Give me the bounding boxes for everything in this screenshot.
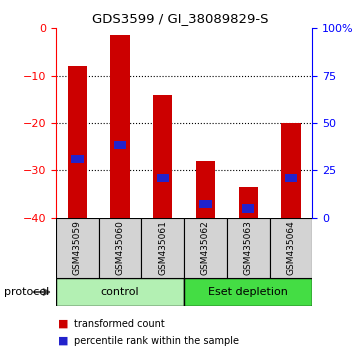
Text: GSM435060: GSM435060: [116, 220, 125, 275]
Text: Eset depletion: Eset depletion: [208, 287, 288, 297]
Text: GSM435064: GSM435064: [286, 221, 295, 275]
Bar: [242, 205, 255, 213]
Bar: [157, 174, 169, 182]
Text: GDS3599 / GI_38089829-S: GDS3599 / GI_38089829-S: [92, 12, 269, 25]
Bar: [114, 141, 126, 149]
Bar: [68, 66, 87, 218]
Text: GSM435061: GSM435061: [158, 220, 167, 275]
Text: control: control: [101, 287, 139, 297]
Text: ■: ■: [58, 336, 68, 346]
Text: GSM435063: GSM435063: [244, 220, 253, 275]
Text: GSM435059: GSM435059: [73, 220, 82, 275]
Text: transformed count: transformed count: [74, 319, 165, 329]
Bar: [196, 161, 215, 218]
Bar: [270, 218, 312, 278]
Bar: [281, 123, 300, 218]
Bar: [184, 278, 312, 306]
Bar: [110, 35, 130, 218]
Bar: [239, 187, 258, 218]
Bar: [56, 218, 99, 278]
Bar: [199, 200, 212, 208]
Text: GSM435062: GSM435062: [201, 221, 210, 275]
Bar: [56, 278, 184, 306]
Bar: [99, 218, 142, 278]
Bar: [71, 155, 83, 163]
Text: protocol: protocol: [4, 287, 49, 297]
Bar: [142, 218, 184, 278]
Text: ■: ■: [58, 319, 68, 329]
Bar: [153, 95, 172, 218]
Bar: [184, 218, 227, 278]
Bar: [285, 174, 297, 182]
Text: percentile rank within the sample: percentile rank within the sample: [74, 336, 239, 346]
Bar: [227, 218, 270, 278]
